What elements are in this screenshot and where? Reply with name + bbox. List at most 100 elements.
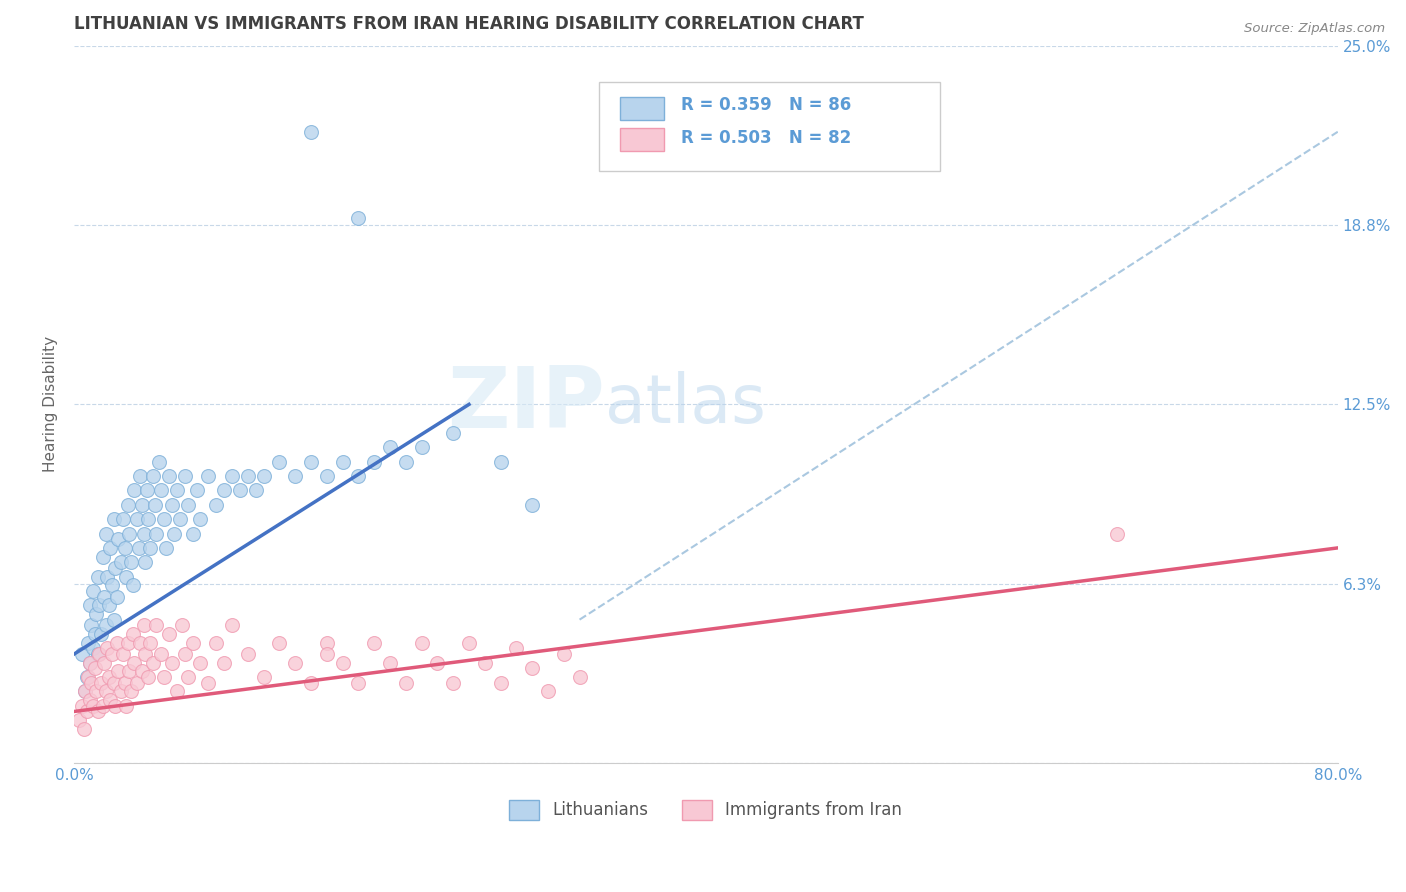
Point [112, 647, 135, 661]
Point [229, 483, 252, 498]
Point [122, 483, 145, 498]
Point [395, 455, 418, 469]
Point [197, 675, 219, 690]
Point [80, 675, 103, 690]
Point [91, 698, 114, 713]
Point [347, 469, 370, 483]
Point [568, 670, 591, 684]
Point [132, 526, 155, 541]
Point [76, 705, 98, 719]
Point [70, 647, 93, 661]
Point [441, 426, 464, 441]
Point [96, 569, 118, 583]
FancyBboxPatch shape [620, 96, 664, 120]
Point [104, 561, 127, 575]
Point [122, 656, 145, 670]
Point [149, 647, 172, 661]
Point [103, 512, 125, 526]
Text: LITHUANIAN VS IMMIGRANTS FROM IRAN HEARING DISABILITY CORRELATION CHART: LITHUANIAN VS IMMIGRANTS FROM IRAN HEARI… [75, 15, 863, 33]
Point [157, 469, 180, 483]
Point [489, 675, 512, 690]
Point [205, 635, 228, 649]
Point [363, 635, 385, 649]
Point [76, 670, 98, 684]
Point [87, 569, 110, 583]
Point [139, 635, 162, 649]
Y-axis label: Hearing Disability: Hearing Disability [44, 336, 58, 473]
Point [89, 647, 111, 661]
Legend: Lithuanians, Immigrants from Iran: Lithuanians, Immigrants from Iran [503, 793, 910, 827]
Text: R = 0.359   N = 86: R = 0.359 N = 86 [681, 96, 851, 114]
Point [89, 599, 111, 613]
Point [83, 661, 105, 675]
Point [332, 656, 354, 670]
Point [145, 618, 167, 632]
Point [347, 675, 370, 690]
Point [129, 635, 152, 649]
Point [145, 526, 167, 541]
Point [186, 483, 208, 498]
Point [173, 469, 195, 483]
Point [177, 498, 200, 512]
Point [79, 693, 101, 707]
Point [142, 469, 165, 483]
Point [118, 526, 141, 541]
Point [522, 661, 544, 675]
Point [75, 684, 97, 698]
Point [181, 526, 204, 541]
Point [79, 599, 101, 613]
Text: atlas: atlas [605, 371, 766, 437]
Point [332, 455, 354, 469]
Point [170, 618, 193, 632]
Point [105, 635, 128, 649]
Point [97, 599, 120, 613]
Point [190, 512, 212, 526]
Point [378, 441, 401, 455]
Point [91, 549, 114, 564]
Point [411, 635, 433, 649]
Point [112, 512, 135, 526]
Point [149, 483, 172, 498]
Point [94, 526, 117, 541]
Point [166, 684, 188, 698]
Point [299, 125, 322, 139]
Point [269, 635, 291, 649]
Point [121, 578, 143, 592]
Point [87, 705, 110, 719]
Point [173, 647, 195, 661]
Point [84, 684, 107, 698]
Point [299, 455, 322, 469]
Point [315, 635, 337, 649]
Point [505, 641, 527, 656]
Point [117, 635, 139, 649]
Point [80, 618, 103, 632]
Point [90, 675, 112, 690]
Point [181, 635, 204, 649]
Point [107, 533, 129, 547]
Point [269, 455, 291, 469]
Point [110, 684, 132, 698]
Text: ZIP: ZIP [447, 363, 605, 446]
Point [75, 684, 97, 698]
Point [118, 665, 141, 679]
Point [236, 647, 259, 661]
Point [103, 675, 125, 690]
FancyBboxPatch shape [599, 81, 939, 171]
Point [155, 541, 177, 555]
Point [134, 555, 156, 569]
Point [132, 618, 155, 632]
Point [82, 583, 104, 598]
Point [537, 684, 560, 698]
Point [129, 469, 152, 483]
Point [139, 541, 162, 555]
Point [212, 656, 235, 670]
Point [162, 526, 184, 541]
Text: R = 0.503   N = 82: R = 0.503 N = 82 [681, 128, 851, 146]
Point [157, 627, 180, 641]
Point [212, 483, 235, 498]
Point [104, 698, 127, 713]
Point [315, 469, 337, 483]
Point [120, 684, 142, 698]
Point [114, 675, 136, 690]
Point [221, 469, 243, 483]
